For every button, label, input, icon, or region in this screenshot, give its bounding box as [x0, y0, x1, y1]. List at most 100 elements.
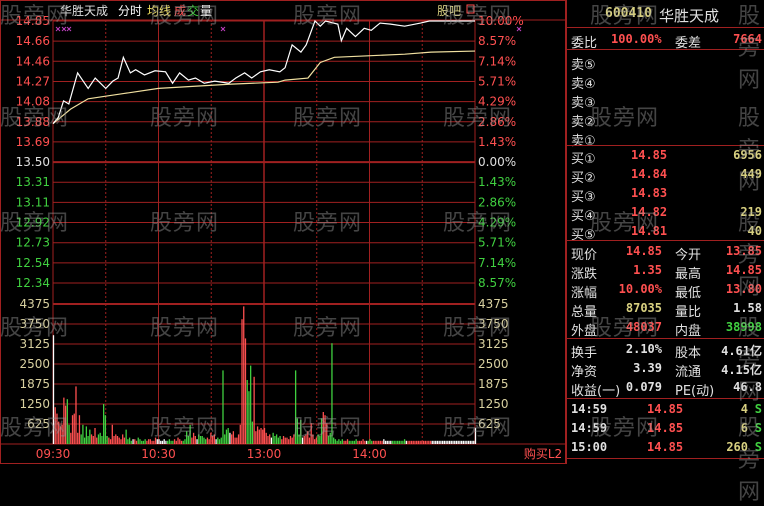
stock-name[interactable]: 华胜天成 [60, 3, 108, 18]
tick-price: 14.85 [647, 421, 684, 435]
volume-tick-label: 1875 [19, 377, 50, 391]
divider [567, 338, 764, 339]
pct-tick-label: 4.29% [478, 216, 516, 230]
price-tick-label: 12.73 [16, 236, 50, 250]
tab-fenshi[interactable]: 分时 [118, 4, 142, 18]
sell-level: 卖③ [571, 90, 762, 111]
stat-value: 1.58 [733, 301, 762, 315]
weibi-value: 100.00% [611, 32, 662, 46]
stat-value: 48037 [625, 320, 662, 334]
tab-volume[interactable]: 交 [187, 3, 199, 18]
buy-level: 买④ 14.82 219 [571, 203, 762, 224]
pct-tick-label: 1.43% [478, 175, 516, 189]
stock-title: 600410 华胜天成 [571, 4, 762, 25]
fund-label: 换手 [571, 346, 598, 361]
volume-tick-label: 4375 [478, 297, 509, 311]
divider [567, 240, 764, 241]
buy-volume: 449 [740, 167, 762, 181]
quote-stat-row: 总量 87035 量比 1.58 [571, 299, 762, 320]
tick-volume: 260 [726, 440, 748, 454]
pct-tick-label: 0.00% [478, 155, 516, 169]
price-tick-label: 12.92 [16, 216, 50, 230]
divider [567, 27, 764, 28]
time-label: 14:00 [352, 447, 387, 461]
stat-value: 87035 [625, 301, 662, 315]
marker-icon [55, 26, 61, 32]
fund-label: 股本 [675, 346, 702, 361]
divider [567, 49, 764, 50]
quote-stat-row: 涨跌 1.35 最高 14.85 [571, 261, 762, 282]
price-tick-label: 14.27 [16, 74, 50, 88]
stat-value: 13.80 [725, 282, 762, 296]
volume-tick-label: 3750 [19, 317, 50, 331]
pct-tick-label: 7.14% [478, 54, 516, 68]
sell-level: 卖⑤ [571, 52, 762, 73]
tick-time: 14:59 [571, 421, 608, 435]
trade-tick-row: 14:59 14.85 4 S [571, 400, 762, 420]
marker-stroke [516, 26, 522, 32]
fund-label: 流通 [675, 365, 702, 380]
stat-value: 38998 [725, 320, 762, 334]
tick-time: 14:59 [571, 402, 608, 416]
stock-code: 600410 [605, 6, 652, 21]
buy-price: 14.84 [631, 167, 668, 181]
trade-tick-row: 14:59 14.85 6 S [571, 419, 762, 439]
quote-stat-row: 外盘 48037 内盘 38998 [571, 318, 762, 339]
price-tick-label: 14.85 [16, 14, 50, 28]
stat-label: 最高 [675, 267, 702, 282]
stat-value: 14.85 [725, 263, 762, 277]
fund-value: 4.15亿 [721, 363, 762, 377]
fund-label: 收益(一) [571, 384, 621, 399]
volume-tick-label: 3125 [19, 337, 50, 351]
pct-tick-label: 2.86% [478, 115, 516, 129]
stat-label: 涨幅 [571, 286, 598, 301]
price-tick-label: 14.66 [16, 34, 50, 48]
volume-tick-label: 3750 [478, 317, 509, 331]
fund-value: 3.39 [633, 361, 662, 375]
price-tick-label: 14.08 [16, 95, 50, 109]
marker-stroke [66, 26, 72, 32]
tick-side: S [754, 421, 762, 435]
stat-value: 10.00% [618, 282, 662, 296]
tick-side: S [754, 402, 762, 416]
quote-panel: 600410 华胜天成 委比 100.00% 委差 7664 卖⑤ 卖④ 卖③ 卖② 卖① 买① 14.… [566, 0, 764, 464]
buy-volume: 40 [747, 224, 762, 238]
intraday-chart[interactable]: 14.85 10.00% 14.66 8.57% 14.46 7.14% 14.27 5.71… [0, 0, 566, 464]
marker-stroke [61, 26, 67, 32]
buy-price: 14.85 [631, 148, 668, 162]
tab-volume[interactable]: 成 [174, 4, 186, 18]
weicha-value: 7664 [733, 32, 762, 46]
price-tick-label: 13.31 [16, 175, 50, 189]
tab-avg-line[interactable]: 均线 [147, 4, 171, 18]
pct-tick-label: 10.00% [478, 14, 524, 28]
buy-label: 买③ [571, 190, 596, 205]
average-price-line [52, 50, 476, 125]
trade-tick-row: 15:00 14.85 260 S [571, 438, 762, 458]
volume-tick-label: 625 [27, 417, 50, 431]
pct-tick-label: 5.71% [478, 74, 516, 88]
pct-tick-label: 1.43% [478, 135, 516, 149]
guba-link[interactable]: 股吧 [437, 4, 461, 18]
fund-value: 0.079 [625, 380, 662, 394]
buy-label: 买⑤ [571, 228, 596, 243]
stat-label: 现价 [571, 248, 598, 263]
pct-tick-label: 7.14% [478, 256, 516, 270]
buy-price: 14.81 [631, 224, 668, 238]
divider [567, 398, 764, 399]
buy-l2-button[interactable]: 购买L2 [524, 446, 562, 461]
pct-tick-label: 8.57% [478, 34, 516, 48]
stat-label: 外盘 [571, 324, 598, 339]
time-label: 10:30 [141, 447, 176, 461]
volume-tick-label: 1875 [478, 377, 509, 391]
stat-label: 今开 [675, 248, 702, 263]
pct-tick-label: 2.86% [478, 195, 516, 209]
stat-label: 内盘 [675, 324, 702, 339]
buy-price: 14.83 [631, 186, 668, 200]
marker-icon [66, 26, 72, 32]
fund-value: 2.10% [625, 342, 662, 356]
window-toggle-icon[interactable] [466, 4, 475, 14]
quote-stat-row: 现价 14.85 今开 13.85 [571, 242, 762, 263]
marker-icon [220, 26, 226, 32]
pct-tick-label: 5.71% [478, 236, 516, 250]
tab-volume[interactable]: 量 [200, 4, 212, 18]
